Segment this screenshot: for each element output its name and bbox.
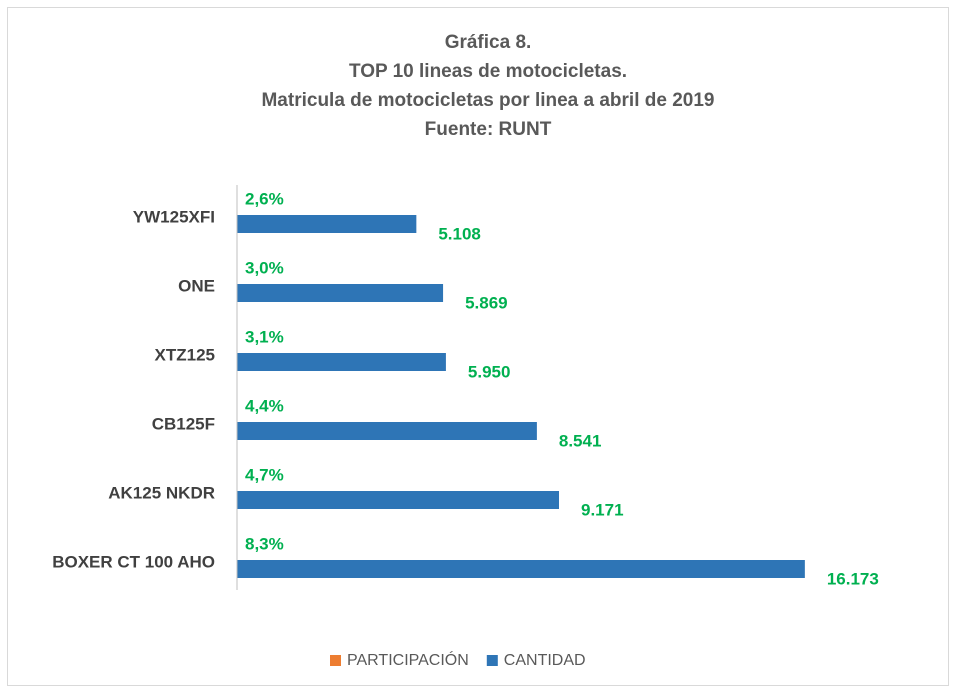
data-label: 8.541	[559, 431, 602, 450]
data-label: 9.171	[581, 500, 624, 519]
legend-label: PARTICIPACIÓN	[347, 650, 469, 669]
bar	[237, 215, 417, 233]
chart-title: Matricula de motocicletas por linea a ab…	[261, 90, 714, 111]
data-label: 5.108	[438, 224, 481, 243]
data-label: 4,7%	[245, 465, 284, 484]
bar	[237, 491, 560, 509]
chart-title: TOP 10 lineas de motocicletas.	[349, 61, 627, 82]
y-tick-label: ONE	[178, 276, 215, 295]
data-label: 4,4%	[245, 396, 284, 415]
y-tick-label: BOXER CT 100 AHO	[52, 552, 215, 571]
y-tick-label: YW125XFI	[133, 207, 215, 226]
data-label: 5.869	[465, 293, 508, 312]
y-tick-label: AK125 NKDR	[108, 483, 215, 502]
bar	[237, 560, 805, 578]
data-label: 5.950	[468, 362, 511, 381]
legend-swatch	[486, 655, 498, 666]
y-tick-label: CB125F	[152, 414, 215, 433]
data-label: 16.173	[827, 569, 879, 588]
data-label: 3,1%	[245, 327, 284, 346]
legend-swatch	[330, 655, 341, 666]
y-tick-label: XTZ125	[155, 345, 215, 364]
data-label: 3,0%	[245, 258, 284, 277]
bar	[237, 353, 446, 371]
bar	[237, 422, 537, 440]
chart-title: Gráfica 8.	[445, 32, 532, 53]
legend-label: CANTIDAD	[504, 652, 586, 669]
data-label: 8,3%	[245, 534, 284, 553]
chart-title: Fuente: RUNT	[425, 119, 552, 140]
bar	[237, 284, 444, 302]
data-label: 2,6%	[245, 189, 284, 208]
